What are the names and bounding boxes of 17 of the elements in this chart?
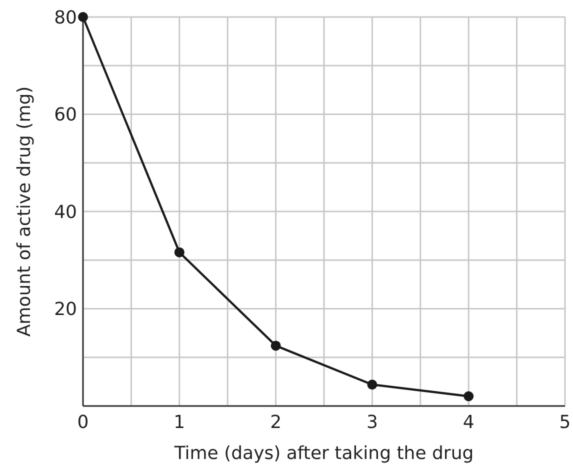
x-tick-label: 1	[174, 412, 186, 433]
point	[367, 380, 378, 390]
x-tick-label: 3	[366, 412, 378, 433]
point	[174, 247, 184, 258]
point	[78, 12, 88, 22]
y-tick-label: 40	[54, 202, 77, 223]
y-tick-label: 20	[54, 299, 77, 320]
x-tick-label: 4	[462, 412, 474, 433]
y-tick-label: 80	[54, 7, 77, 28]
x-tick-label: 5	[559, 412, 571, 433]
point	[270, 340, 281, 351]
x-tick-label: 0	[77, 412, 89, 433]
x-tick-label: 2	[270, 412, 282, 433]
x-axis-title: Time (days) after taking the drug	[173, 443, 474, 464]
y-axis-title: Amount of active drug (mg)	[14, 86, 35, 337]
y-tick-label: 60	[54, 104, 77, 126]
point	[464, 391, 474, 402]
